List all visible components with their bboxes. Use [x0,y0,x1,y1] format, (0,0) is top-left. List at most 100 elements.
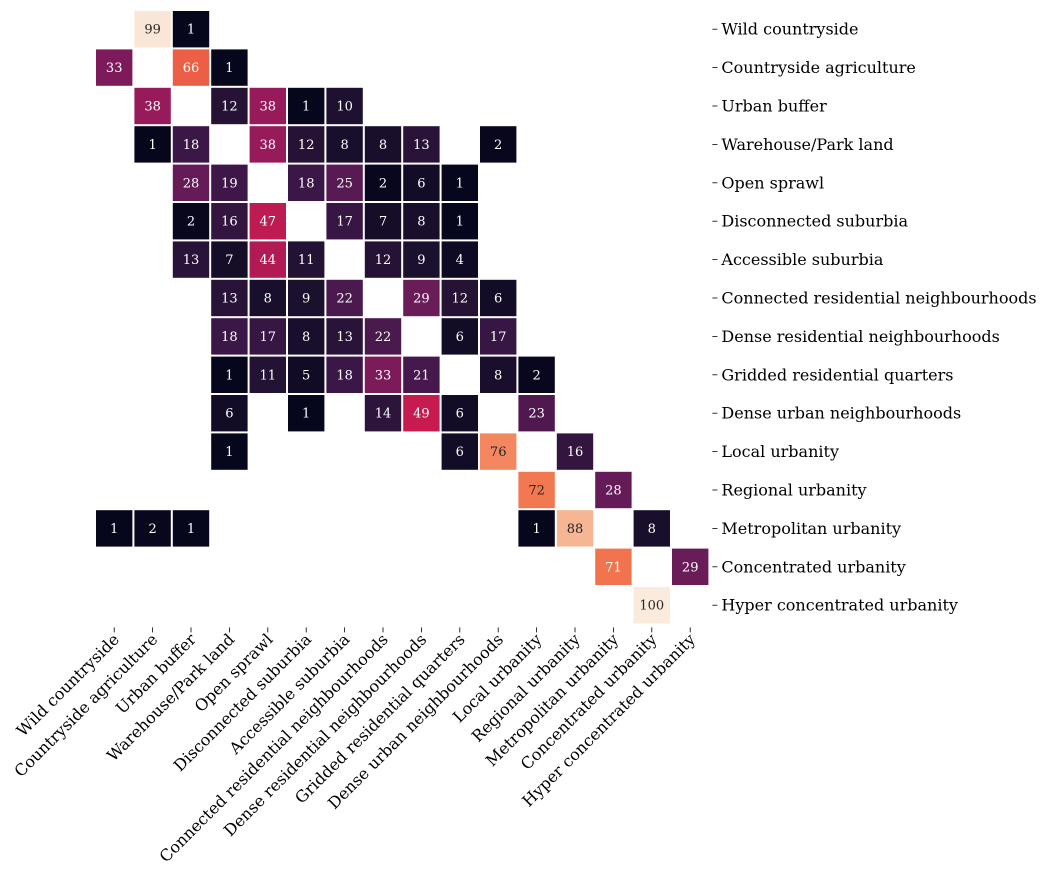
y-tick-label: Warehouse/Park land [721,135,893,154]
heatmap-cell-rect [288,87,325,125]
heatmap-cell-rect [288,164,325,201]
heatmap-cell-rect [672,548,709,585]
heatmap-cell-rect [326,279,363,317]
heatmap-cell-value: 18 [183,138,200,153]
heatmap-cell-rect [441,279,478,317]
heatmap-cell-value: 6 [417,176,425,191]
heatmap-cell-rect [595,548,632,585]
heatmap-cell: 2 [518,356,555,393]
heatmap-cell: 8 [249,279,286,317]
heatmap-cell-rect [172,126,210,163]
heatmap-cell-value: 1 [225,445,233,460]
heatmap-cell-rect [249,241,286,278]
heatmap-cell-value: 44 [260,253,277,268]
heatmap-cell-rect [480,126,517,163]
heatmap-cell: 1 [172,510,210,547]
heatmap-cell-rect [249,356,286,393]
heatmap-cell: 5 [288,356,325,393]
heatmap-cell: 1 [441,164,478,201]
heatmap-cell-rect [211,203,248,240]
heatmap-cell-value: 13 [413,138,430,153]
heatmap-cell: 7 [364,203,402,240]
heatmap-cell: 2 [172,203,210,240]
heatmap-cell-value: 1 [187,522,195,537]
heatmap-cell-value: 1 [302,407,310,422]
heatmap-cell-value: 1 [225,368,233,383]
heatmap-cell-value: 23 [528,407,545,422]
heatmap-cell-value: 1 [187,23,195,38]
heatmap-cell: 18 [211,318,248,355]
heatmap-cell: 10 [326,87,363,125]
heatmap-cell-value: 6 [456,445,464,460]
heatmap-cell-rect [441,433,478,470]
heatmap-cell: 8 [326,126,363,163]
heatmap-cell: 33 [364,356,402,393]
heatmap-cell-value: 2 [148,522,156,537]
heatmap-cell-rect [403,395,440,432]
y-tick-label: Connected residential neighbourhoods [721,289,1036,308]
heatmap-cell: 1 [211,356,248,393]
heatmap-cell-value: 29 [413,292,430,307]
heatmap-cell-rect [403,241,440,278]
heatmap-cell-rect [326,356,363,393]
heatmap-cell-rect [364,126,402,163]
heatmap-cell-rect [364,356,402,393]
heatmap-cell-rect [326,87,363,125]
heatmap-cell-value: 9 [302,292,310,307]
heatmap-cell-value: 11 [298,253,315,268]
heatmap-cell-value: 1 [225,61,233,76]
heatmap-cell-rect [441,318,478,355]
heatmap-cell-value: 8 [648,522,656,537]
heatmap-cell: 47 [249,203,286,240]
heatmap-cell-rect [288,279,325,317]
heatmap-cell-value: 99 [144,23,161,38]
heatmap-cell-value: 16 [567,445,584,460]
heatmap-cell-value: 66 [183,61,200,76]
heatmap-cell: 1 [172,11,210,48]
heatmap-cell-value: 12 [375,253,392,268]
heatmap-cell: 14 [364,395,402,432]
heatmap-cell-value: 8 [494,368,502,383]
heatmap-cell: 17 [249,318,286,355]
heatmap-cell: 1 [288,87,325,125]
heatmap-cell: 16 [211,203,248,240]
heatmap-cell-value: 16 [221,215,238,230]
heatmap-cell-value: 22 [336,292,353,307]
heatmap-cell: 18 [326,356,363,393]
heatmap-cell: 1 [518,510,555,547]
heatmap-cell: 2 [480,126,517,163]
heatmap-cell-value: 14 [375,407,392,422]
heatmap-cell-value: 72 [528,484,545,499]
heatmap-cell: 12 [364,241,402,278]
heatmap-cell-rect [211,87,248,125]
heatmap-cell-value: 17 [260,330,277,345]
heatmap-cell: 6 [403,164,440,201]
heatmap-cell: 72 [518,471,555,509]
heatmap-cell: 38 [134,87,171,125]
heatmap-cell-rect [518,471,555,509]
heatmap-cell-rect [211,49,248,86]
heatmap-cell-value: 38 [144,100,161,115]
heatmap-cell: 22 [326,279,363,317]
heatmap-cell-value: 22 [375,330,392,345]
heatmap-cell-rect [556,510,594,547]
heatmap-cell-value: 2 [187,215,195,230]
heatmap-cell-rect [403,126,440,163]
heatmap-cell: 8 [288,318,325,355]
heatmap-cell: 38 [249,126,286,163]
heatmap-cell-value: 19 [221,176,238,191]
y-axis-ticks: Wild countryside Countryside agriculture U… [712,20,1037,615]
heatmap-cell: 29 [403,279,440,317]
heatmap-cell-rect [211,356,248,393]
heatmap-cell-value: 76 [490,445,507,460]
heatmap-cell: 19 [211,164,248,201]
heatmap-cell-rect [480,433,517,470]
heatmap-cell: 9 [403,241,440,278]
heatmap-cell-value: 7 [225,253,233,268]
heatmap-cell-rect [480,356,517,393]
heatmap-cell-rect [96,49,133,86]
heatmap-cell-rect [172,49,210,86]
heatmap-cell-rect [249,126,286,163]
heatmap-cell-value: 1 [148,138,156,153]
